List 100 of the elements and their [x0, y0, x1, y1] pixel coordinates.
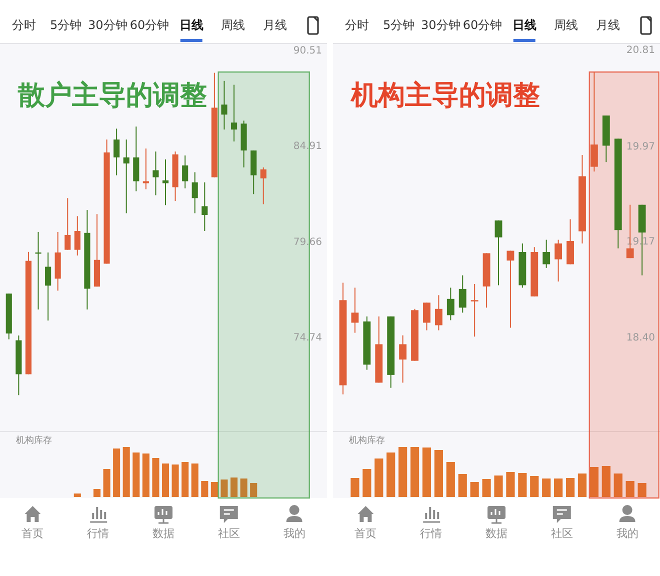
text: 我的	[616, 527, 638, 540]
bar	[566, 478, 575, 497]
text: 分时	[12, 18, 36, 32]
bar	[103, 469, 110, 497]
bar	[93, 489, 101, 497]
bar	[142, 454, 150, 497]
bar	[191, 464, 198, 497]
y-tick-label: 20.81	[626, 45, 655, 56]
text: 行情	[420, 527, 442, 540]
text: 日线	[512, 18, 536, 32]
bar	[530, 476, 539, 497]
text: 日线	[179, 18, 204, 32]
bar	[230, 478, 238, 497]
candlestick	[446, 287, 454, 321]
text: 分时	[344, 18, 369, 32]
candlestick	[114, 128, 120, 176]
bar	[578, 474, 587, 497]
bar	[518, 473, 527, 497]
candlestick	[423, 302, 430, 331]
chart-title: 机构库存	[16, 435, 52, 446]
bar	[446, 462, 455, 497]
bar	[398, 447, 408, 497]
text: 5分钟	[382, 18, 415, 32]
candlestick	[202, 182, 208, 232]
bar	[210, 482, 218, 497]
candlestick	[470, 283, 478, 338]
candlestick	[566, 218, 574, 265]
bar	[410, 447, 420, 497]
candlestick	[399, 334, 407, 384]
candlestick	[458, 274, 466, 314]
text: 我的	[283, 527, 306, 540]
candlestick	[142, 148, 149, 190]
candlestick	[554, 239, 562, 282]
bar	[434, 450, 443, 497]
text: 数据	[152, 527, 174, 540]
bar	[122, 447, 130, 497]
text: 社区	[218, 527, 240, 540]
text: 30分钟	[421, 18, 460, 32]
bar	[350, 478, 360, 497]
bar	[458, 474, 467, 497]
candlestick	[64, 198, 71, 250]
bar	[172, 464, 179, 497]
bar	[374, 458, 384, 497]
bar	[626, 481, 634, 497]
bar	[250, 483, 258, 497]
bar	[201, 481, 208, 497]
bar	[220, 480, 228, 497]
chart-title: 机构库存	[349, 435, 385, 446]
text: 周线	[221, 18, 246, 32]
text: 60分钟	[130, 18, 170, 32]
candlestick	[434, 294, 442, 331]
bar	[494, 476, 503, 497]
bar	[470, 482, 479, 497]
y-tick-label: 90.51	[293, 45, 322, 56]
text: 散户主导的调整	[17, 80, 207, 111]
bar	[506, 472, 515, 497]
text: 30分钟	[88, 18, 128, 32]
text: 首页	[22, 527, 44, 540]
candlestick	[590, 72, 598, 172]
y-tick-label: 18.40	[626, 332, 655, 344]
candlestick	[133, 126, 140, 192]
candlestick	[230, 84, 238, 142]
bar	[182, 462, 189, 497]
bar	[162, 464, 170, 497]
text: 月线	[263, 18, 288, 32]
candlestick	[74, 216, 80, 256]
bar	[638, 483, 646, 497]
bar	[422, 448, 432, 497]
bar	[554, 478, 563, 497]
bar	[362, 469, 372, 497]
candlestick	[506, 250, 514, 328]
candlestick	[260, 166, 266, 205]
candlestick	[221, 80, 228, 130]
bar	[386, 452, 396, 497]
bar	[590, 467, 599, 497]
candlestick	[45, 252, 52, 322]
candlestick	[152, 151, 159, 196]
text: 机构主导的调整	[350, 80, 540, 111]
bar	[132, 452, 140, 497]
bar	[240, 478, 248, 497]
candlestick	[542, 239, 550, 268]
candlestick	[494, 220, 502, 286]
bar	[152, 458, 160, 497]
text: 行情	[87, 527, 110, 540]
text: 社区	[550, 527, 573, 540]
bar	[482, 479, 491, 497]
candlestick	[182, 154, 188, 189]
text: 5分钟	[50, 18, 82, 32]
text: 首页	[354, 527, 377, 540]
bar	[542, 478, 551, 497]
text: 月线	[596, 18, 620, 32]
bar	[602, 466, 610, 497]
bar	[113, 448, 120, 497]
candlestick	[123, 139, 130, 214]
text: 60分钟	[462, 18, 502, 32]
candlestick	[192, 172, 198, 214]
text: 数据	[486, 527, 508, 540]
text: 周线	[554, 18, 578, 32]
candlestick	[35, 231, 42, 310]
y-tick-label: 19.97	[626, 141, 655, 152]
